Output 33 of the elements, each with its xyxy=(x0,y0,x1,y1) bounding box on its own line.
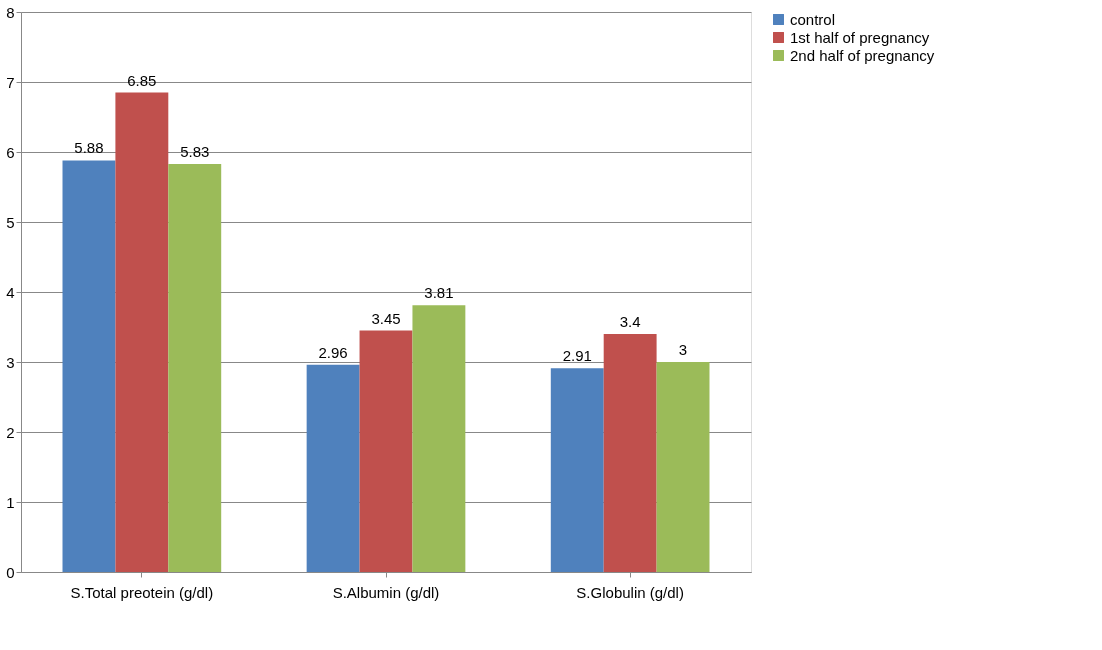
data-label: 3.4 xyxy=(619,313,641,330)
data-label: 5.83 xyxy=(180,142,210,160)
bar xyxy=(656,362,710,572)
data-label: 2.91 xyxy=(562,347,592,365)
data-label: 6.85 xyxy=(127,71,157,89)
y-tick-label: 4 xyxy=(6,283,15,301)
bar xyxy=(168,163,222,572)
bar xyxy=(603,334,657,572)
legend-label: control xyxy=(790,10,836,28)
y-tick-label: 0 xyxy=(6,563,15,581)
bar xyxy=(62,160,116,572)
data-label: 2.96 xyxy=(318,343,348,361)
legend-label: 2nd half of pregnancy xyxy=(790,46,935,64)
y-tick-label: 2 xyxy=(6,423,15,441)
y-tick-label: 8 xyxy=(6,3,15,21)
x-tick-label: S.Albumin (g/dl) xyxy=(332,583,440,601)
x-tick-label: S.Globulin (g/dl) xyxy=(576,583,684,601)
y-tick-label: 7 xyxy=(6,73,15,91)
data-label: 3.45 xyxy=(371,309,401,327)
bar xyxy=(115,92,169,572)
y-tick-label: 5 xyxy=(6,213,15,231)
bar xyxy=(412,305,466,572)
y-tick-label: 1 xyxy=(6,493,15,511)
legend-label: 1st half of pregnancy xyxy=(790,28,930,46)
data-label: 3 xyxy=(678,341,688,358)
data-label: 3.81 xyxy=(424,284,454,302)
y-tick-label: 6 xyxy=(6,143,15,161)
x-tick-label: S.Total preotein (g/dl) xyxy=(70,583,214,601)
bar xyxy=(306,364,360,572)
bar xyxy=(359,330,413,572)
data-label: 5.88 xyxy=(74,139,104,157)
y-tick-label: 3 xyxy=(6,353,15,371)
bar xyxy=(550,368,604,572)
